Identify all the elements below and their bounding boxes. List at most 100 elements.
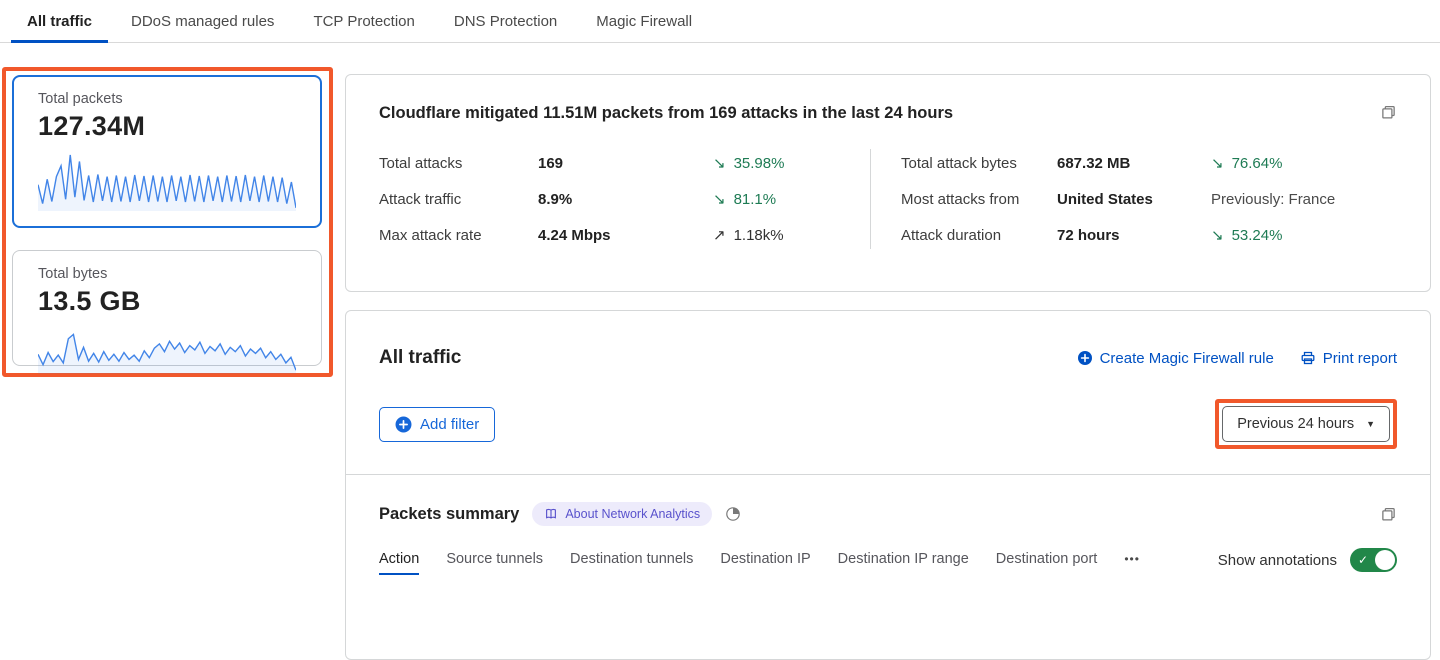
stat-row-max-attack-rate: Max attack rate 4.24 Mbps ↗ 1.18k% bbox=[379, 217, 870, 253]
stat-row-attack-traffic: Attack traffic 8.9% ↘ 81.1% bbox=[379, 181, 870, 217]
subtab-destination-ip-range[interactable]: Destination IP range bbox=[838, 551, 969, 575]
packets-summary-title: Packets summary bbox=[379, 504, 520, 523]
tab-label: All traffic bbox=[27, 12, 93, 30]
top-tab-bar: All traffic DDoS managed rules TCP Prote… bbox=[0, 0, 1440, 43]
link-label: Create Magic Firewall rule bbox=[1099, 349, 1274, 367]
stat-value: United States bbox=[1057, 190, 1153, 208]
stat-change: ↗ 1.18k% bbox=[713, 226, 870, 245]
trend-down-icon: ↘ bbox=[1211, 227, 1224, 244]
stat-value: 8.9% bbox=[538, 190, 573, 208]
total-bytes-sparkline bbox=[38, 326, 296, 374]
tab-magic-firewall[interactable]: Magic Firewall bbox=[580, 0, 708, 42]
panel-title: All traffic bbox=[379, 347, 462, 368]
annotation-highlight-timerange: Previous 24 hours ▼ bbox=[1215, 399, 1397, 449]
tab-label: DDoS managed rules bbox=[131, 12, 275, 30]
trend-down-icon: ↘ bbox=[713, 155, 726, 172]
metric-card-total-packets[interactable]: Total packets 127.34M bbox=[12, 75, 322, 228]
button-label: Add filter bbox=[420, 415, 480, 433]
stat-previous-value: Previously: France bbox=[1211, 191, 1335, 208]
packets-summary-subtabs: Action Source tunnels Destination tunnel… bbox=[379, 551, 1140, 575]
time-range-value: Previous 24 hours bbox=[1237, 416, 1355, 432]
tab-label: Magic Firewall bbox=[596, 12, 693, 30]
metric-title: Total packets bbox=[38, 91, 123, 107]
tab-tcp-protection[interactable]: TCP Protection bbox=[297, 0, 430, 42]
subtab-destination-tunnels[interactable]: Destination tunnels bbox=[570, 551, 693, 575]
stat-label: Total attacks bbox=[379, 154, 463, 172]
tab-label: DNS Protection bbox=[453, 12, 558, 30]
stat-change: ↘ 81.1% bbox=[713, 190, 870, 209]
check-icon: ✓ bbox=[1358, 553, 1369, 567]
subtab-action[interactable]: Action bbox=[379, 551, 420, 575]
stat-change-value: 1.18k% bbox=[733, 226, 784, 244]
badge-label: About Network Analytics bbox=[565, 507, 701, 521]
trend-down-icon: ↘ bbox=[1211, 155, 1224, 172]
stat-change-value: 53.24% bbox=[1231, 226, 1283, 244]
toggle-knob bbox=[1375, 550, 1395, 570]
copy-card-button[interactable] bbox=[1380, 104, 1397, 121]
copy-card-button[interactable] bbox=[1380, 506, 1397, 523]
mitigation-summary-card: Cloudflare mitigated 11.51M packets from… bbox=[345, 74, 1431, 292]
section-divider bbox=[346, 474, 1430, 475]
stats-divider bbox=[870, 149, 871, 249]
subtab-label: Source tunnels bbox=[446, 551, 544, 567]
stat-row-total-attack-bytes: Total attack bytes 687.32 MB ↘ 76.64% bbox=[901, 145, 1335, 181]
subtab-label: Destination tunnels bbox=[570, 551, 694, 567]
stat-label: Max attack rate bbox=[379, 226, 482, 244]
tab-label: TCP Protection bbox=[313, 12, 415, 30]
subtab-destination-port[interactable]: Destination port bbox=[996, 551, 1098, 575]
show-annotations-toggle[interactable]: ✓ bbox=[1350, 548, 1397, 572]
metric-card-total-bytes[interactable]: Total bytes 13.5 GB bbox=[12, 250, 322, 374]
copy-icon bbox=[1382, 106, 1395, 119]
total-packets-sparkline bbox=[38, 151, 296, 211]
stat-label: Attack duration bbox=[901, 226, 1002, 244]
chevron-down-icon: ▼ bbox=[1366, 419, 1375, 429]
trend-up-icon: ↗ bbox=[713, 227, 726, 244]
stat-label: Most attacks from bbox=[901, 190, 1020, 208]
stat-change-value: 35.98% bbox=[733, 154, 785, 172]
stat-change-value: 81.1% bbox=[733, 190, 777, 208]
book-icon bbox=[546, 508, 557, 519]
time-comparison-button[interactable] bbox=[725, 506, 741, 522]
metric-value: 13.5 GB bbox=[38, 286, 141, 316]
stat-change: ↘ 53.24% bbox=[1211, 226, 1335, 245]
subtab-source-tunnels[interactable]: Source tunnels bbox=[446, 551, 543, 575]
mitigation-summary-title: Cloudflare mitigated 11.51M packets from… bbox=[379, 104, 954, 122]
attack-stats: Total attacks 169 ↘ 35.98% Attack traffi… bbox=[379, 145, 1397, 253]
stat-label: Total attack bytes bbox=[901, 154, 1017, 172]
trend-down-icon: ↘ bbox=[713, 191, 726, 208]
stat-row-most-attacks-from: Most attacks from United States Previous… bbox=[901, 181, 1335, 217]
stat-change: ↘ 76.64% bbox=[1211, 154, 1335, 173]
stat-value: 72 hours bbox=[1057, 226, 1120, 244]
subtab-label: Action bbox=[379, 551, 420, 567]
subtabs-overflow-button[interactable]: ••• bbox=[1124, 552, 1140, 566]
subtab-label: Destination IP range bbox=[837, 551, 969, 567]
plus-circle-icon bbox=[1077, 351, 1092, 365]
printer-icon bbox=[1301, 351, 1315, 365]
copy-icon bbox=[1382, 507, 1395, 521]
link-label: Print report bbox=[1322, 349, 1397, 367]
time-range-dropdown[interactable]: Previous 24 hours ▼ bbox=[1222, 406, 1390, 442]
stat-row-attack-duration: Attack duration 72 hours ↘ 53.24% bbox=[901, 217, 1335, 253]
stat-change-value: 76.64% bbox=[1231, 154, 1283, 172]
subtab-destination-ip[interactable]: Destination IP bbox=[720, 551, 810, 575]
all-traffic-panel: All traffic Create Magic Firewall rule P… bbox=[345, 310, 1431, 660]
stat-value: 169 bbox=[538, 154, 564, 172]
tab-ddos-managed-rules[interactable]: DDoS managed rules bbox=[115, 0, 290, 42]
metric-value: 127.34M bbox=[38, 111, 146, 141]
create-magic-firewall-rule-link[interactable]: Create Magic Firewall rule bbox=[1077, 350, 1274, 367]
stat-row-total-attacks: Total attacks 169 ↘ 35.98% bbox=[379, 145, 870, 181]
add-filter-button[interactable]: Add filter bbox=[379, 406, 496, 442]
about-network-analytics-badge[interactable]: About Network Analytics bbox=[532, 502, 713, 526]
print-report-link[interactable]: Print report bbox=[1300, 350, 1397, 367]
show-annotations-label: Show annotations bbox=[1217, 551, 1337, 569]
subtab-label: Destination port bbox=[995, 551, 1098, 567]
metric-title: Total bytes bbox=[38, 266, 108, 282]
pie-chart-icon bbox=[726, 507, 740, 521]
tab-all-traffic[interactable]: All traffic bbox=[11, 0, 109, 43]
tab-dns-protection[interactable]: DNS Protection bbox=[438, 0, 573, 42]
plus-circle-icon bbox=[395, 416, 412, 432]
stat-value: 4.24 Mbps bbox=[538, 226, 611, 244]
stat-change-value: Previously: France bbox=[1211, 190, 1336, 208]
subtab-label: Destination IP bbox=[720, 551, 811, 567]
stat-value: 687.32 MB bbox=[1057, 154, 1131, 172]
